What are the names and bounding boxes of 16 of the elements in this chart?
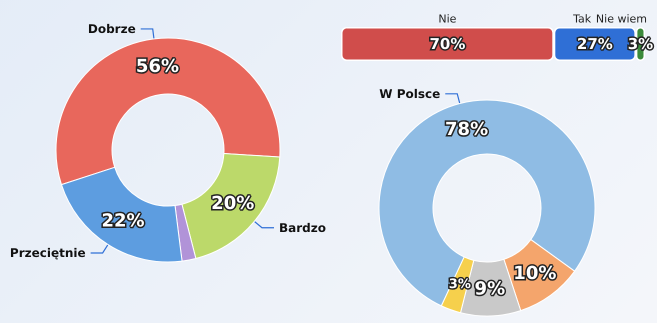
series-label: Nie wiem — [596, 12, 647, 26]
data-label: 22% — [101, 210, 145, 232]
data-label: 56% — [136, 56, 180, 78]
data-label: 3% — [628, 35, 654, 53]
slice-label: Przeciętnie — [10, 246, 86, 260]
data-label: 70% — [429, 35, 466, 53]
slice-label: W Polsce — [379, 86, 440, 101]
data-label: 20% — [211, 193, 254, 214]
slice-label: Bardzo — [279, 220, 326, 235]
data-label: 9% — [474, 278, 506, 300]
data-label: 27% — [576, 35, 613, 53]
slice-label: Dobrze — [88, 22, 136, 36]
series-label: Nie — [438, 12, 457, 26]
data-label: 78% — [445, 119, 488, 140]
series-label: Tak — [572, 12, 592, 26]
data-label: 10% — [513, 262, 556, 284]
